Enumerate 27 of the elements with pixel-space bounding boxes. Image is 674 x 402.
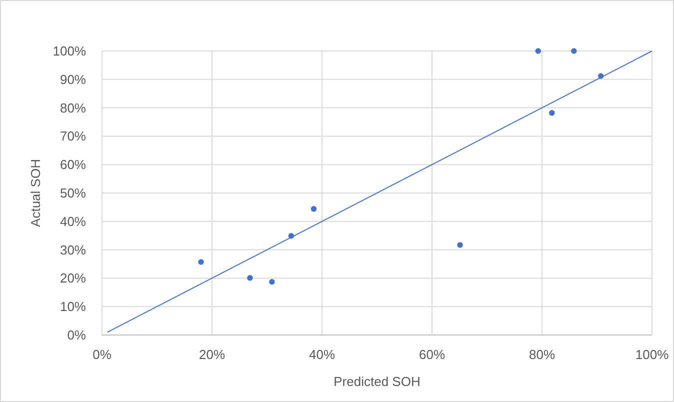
y-tick-label: 30% (60, 242, 86, 258)
x-tick-label: 40% (308, 347, 336, 362)
x-tick-label: 20% (198, 347, 226, 362)
y-tick-label: 40% (60, 214, 86, 229)
x-tick-label: 100% (635, 347, 670, 362)
point (535, 48, 542, 54)
y-tick-label: 20% (60, 270, 86, 286)
y-tick-label: 80% (60, 100, 86, 116)
y-tick-label: 100% (52, 44, 86, 58)
y-tick-label: 0% (67, 328, 86, 342)
y-axis-title: Actual SOH (28, 159, 43, 227)
point (247, 275, 253, 281)
point (549, 110, 555, 116)
x-tick-label: 80% (528, 347, 556, 362)
y-tick-label: 10% (60, 299, 86, 314)
point (571, 48, 577, 54)
point (310, 206, 317, 212)
point (457, 242, 463, 248)
y-tick-label: 70% (60, 128, 86, 144)
point (269, 279, 275, 285)
point (198, 259, 204, 265)
x-tick-label: 60% (418, 347, 446, 362)
y-tick-label: 60% (60, 157, 86, 172)
x-axis-title: Predicted SOH (334, 374, 420, 389)
y-tick-label: 90% (60, 72, 86, 87)
y-tick-label: 50% (60, 186, 86, 200)
x-tick-label: 0% (92, 347, 112, 362)
